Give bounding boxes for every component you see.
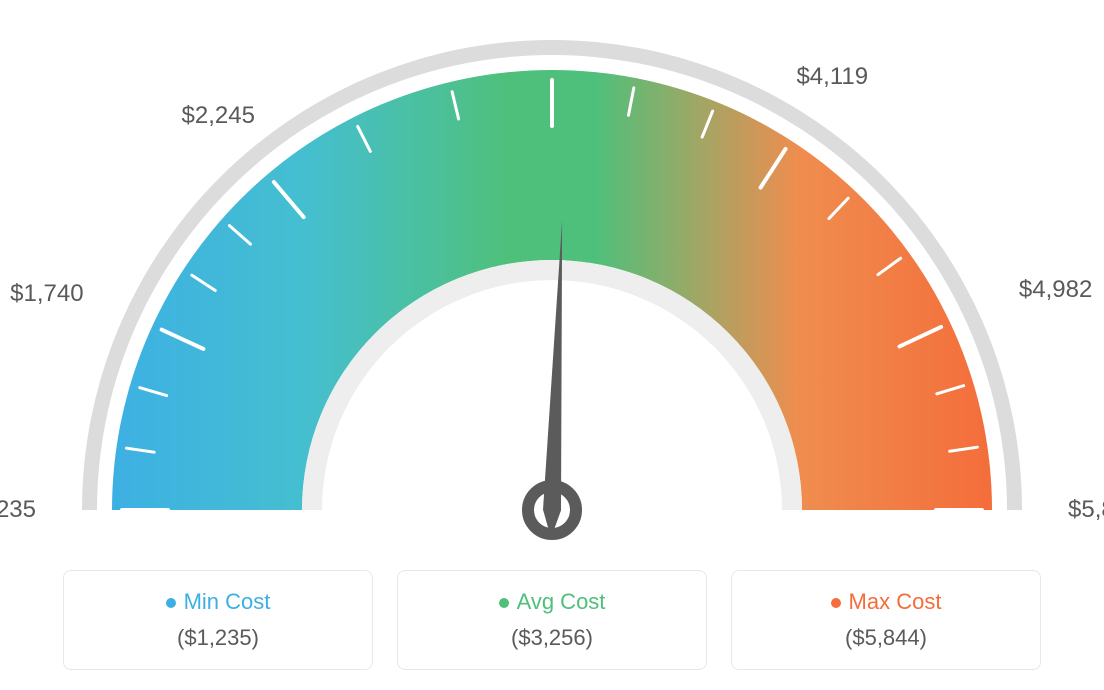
- gauge-tick-label: $4,119: [796, 63, 868, 91]
- legend-value: ($5,844): [732, 625, 1040, 651]
- legend-title: Min Cost: [64, 589, 372, 615]
- legend-row: Min Cost ($1,235) Avg Cost ($3,256) Max Cost…: [0, 570, 1104, 670]
- legend-title: Max Cost: [732, 589, 1040, 615]
- gauge-svg: [0, 0, 1104, 560]
- legend-dot-icon: [499, 598, 509, 608]
- legend-title-text: Max Cost: [849, 589, 942, 614]
- legend-card-min: Min Cost ($1,235): [63, 570, 373, 670]
- gauge-tick-label: $1,740: [10, 280, 83, 308]
- legend-title-text: Avg Cost: [517, 589, 606, 614]
- legend-title-text: Min Cost: [184, 589, 271, 614]
- gauge-tick-label: $2,245: [182, 102, 255, 130]
- legend-card-avg: Avg Cost ($3,256): [397, 570, 707, 670]
- gauge-tick-label: $5,844: [1068, 496, 1104, 524]
- gauge-tick-label: $1,235: [0, 496, 36, 524]
- legend-dot-icon: [831, 598, 841, 608]
- cost-gauge-chart: $1,235$1,740$2,245$3,256$4,119$4,982$5,8…: [0, 0, 1104, 560]
- gauge-tick-label: $4,982: [1019, 276, 1092, 304]
- legend-title: Avg Cost: [398, 589, 706, 615]
- legend-value: ($3,256): [398, 625, 706, 651]
- legend-value: ($1,235): [64, 625, 372, 651]
- legend-dot-icon: [166, 598, 176, 608]
- legend-card-max: Max Cost ($5,844): [731, 570, 1041, 670]
